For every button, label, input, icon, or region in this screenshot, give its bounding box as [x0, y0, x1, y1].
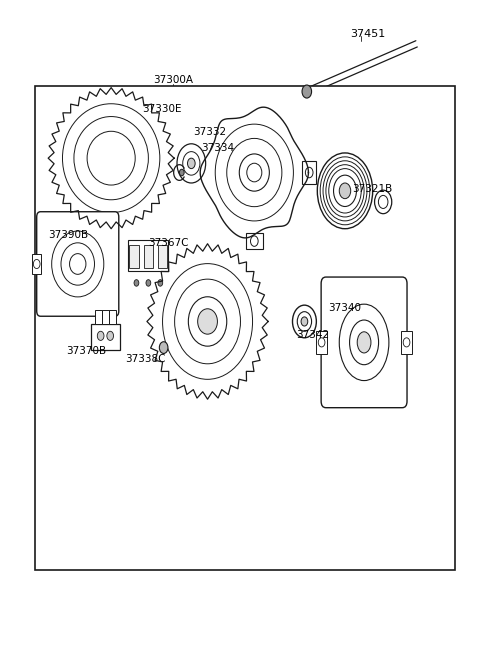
Circle shape	[146, 279, 151, 286]
Ellipse shape	[339, 304, 389, 380]
Bar	[401, 331, 412, 354]
Bar	[246, 234, 263, 249]
Text: 37330E: 37330E	[143, 104, 182, 113]
Text: 37340: 37340	[328, 304, 361, 314]
Circle shape	[251, 236, 258, 247]
Ellipse shape	[320, 157, 370, 225]
FancyBboxPatch shape	[321, 277, 407, 407]
Ellipse shape	[227, 138, 282, 207]
Ellipse shape	[215, 124, 293, 221]
Ellipse shape	[329, 169, 361, 213]
Circle shape	[305, 167, 313, 178]
Circle shape	[159, 342, 168, 354]
Bar	[109, 310, 116, 324]
Circle shape	[318, 338, 325, 347]
Ellipse shape	[374, 190, 392, 214]
Ellipse shape	[188, 158, 195, 169]
Text: 37321B: 37321B	[352, 184, 392, 194]
Circle shape	[158, 279, 163, 286]
Ellipse shape	[247, 163, 262, 182]
Circle shape	[403, 338, 410, 347]
Circle shape	[302, 85, 312, 98]
Bar	[35, 87, 455, 569]
Ellipse shape	[163, 264, 252, 379]
Text: 37390B: 37390B	[48, 230, 88, 239]
Bar	[95, 310, 102, 324]
Text: 37370B: 37370B	[66, 346, 107, 356]
Circle shape	[107, 331, 114, 340]
Ellipse shape	[62, 104, 160, 213]
Text: 37332: 37332	[193, 127, 227, 137]
Bar	[32, 253, 41, 274]
Ellipse shape	[87, 131, 135, 185]
Bar	[129, 245, 139, 268]
Ellipse shape	[175, 279, 240, 364]
Ellipse shape	[74, 117, 148, 200]
Text: 37338C: 37338C	[125, 354, 166, 363]
Ellipse shape	[357, 332, 371, 353]
Ellipse shape	[292, 305, 316, 338]
Ellipse shape	[349, 320, 379, 365]
Ellipse shape	[198, 309, 217, 334]
Ellipse shape	[378, 195, 388, 209]
Bar	[302, 161, 316, 184]
Ellipse shape	[317, 153, 372, 229]
Bar	[316, 331, 327, 354]
Ellipse shape	[334, 175, 357, 207]
Bar	[91, 324, 120, 350]
Bar	[144, 245, 153, 268]
Ellipse shape	[323, 161, 367, 221]
Ellipse shape	[61, 243, 95, 285]
Ellipse shape	[188, 297, 227, 346]
Circle shape	[34, 259, 40, 268]
Bar	[102, 310, 109, 324]
Ellipse shape	[183, 152, 200, 175]
Ellipse shape	[326, 165, 364, 217]
Ellipse shape	[70, 254, 86, 274]
Ellipse shape	[240, 154, 269, 191]
Ellipse shape	[301, 317, 308, 326]
Ellipse shape	[52, 231, 104, 297]
Ellipse shape	[177, 144, 205, 183]
Text: 37451: 37451	[350, 29, 385, 39]
Circle shape	[97, 331, 104, 340]
Ellipse shape	[297, 312, 312, 331]
Bar	[158, 245, 168, 268]
Text: 37300A: 37300A	[153, 75, 193, 85]
FancyBboxPatch shape	[36, 212, 119, 316]
Circle shape	[180, 169, 184, 176]
Text: 37334: 37334	[201, 144, 234, 154]
Text: 37342: 37342	[296, 329, 329, 340]
Circle shape	[134, 279, 139, 286]
Ellipse shape	[339, 183, 351, 199]
Text: 37367C: 37367C	[148, 238, 189, 248]
Bar	[128, 240, 168, 271]
